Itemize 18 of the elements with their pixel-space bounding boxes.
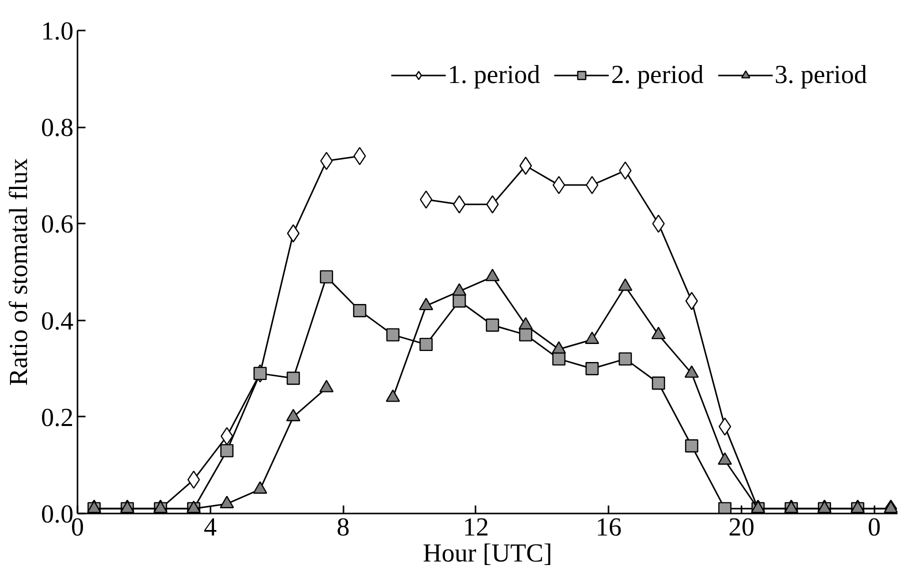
x-tick-label: 8 (336, 512, 350, 542)
x-tick-label: 4 (204, 512, 217, 542)
y-tick-label: 1.0 (41, 16, 74, 46)
y-axis-title: Ratio of stomatal flux (4, 158, 33, 386)
x-tick-label: 20 (728, 512, 754, 542)
legend-label: 2. period (611, 60, 704, 90)
y-tick-label: 0.0 (41, 500, 74, 528)
x-tick-label: 16 (596, 512, 622, 542)
y-tick-label: 0.4 (41, 306, 74, 336)
x-tick-label: 12 (462, 512, 489, 542)
x-axis-title: Hour [UTC] (422, 538, 552, 568)
y-tick-label: 0.6 (41, 210, 74, 239)
y-tick-label: 0.8 (41, 113, 74, 142)
legend-label: 1. period (448, 60, 540, 90)
y-tick-label: 0.2 (41, 402, 74, 432)
x-tick-label: 0 (71, 512, 84, 542)
x-tick-label: 0 (868, 512, 881, 542)
legend-label: 3. period (774, 60, 867, 90)
